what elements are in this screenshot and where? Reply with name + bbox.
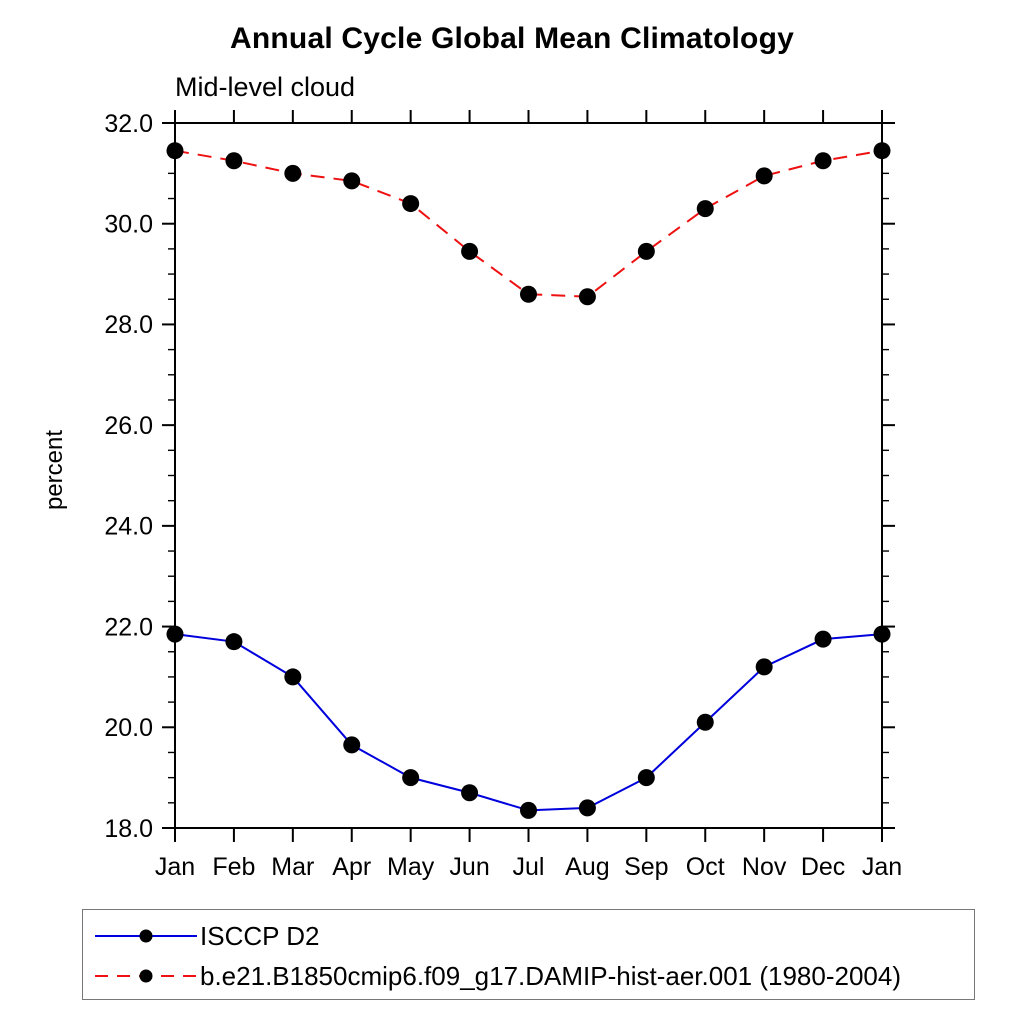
y-tick-label: 30.0 [104, 210, 153, 238]
data-point-s1-4 [402, 195, 420, 213]
series-line-1 [174, 149, 883, 298]
y-tick-label: 18.0 [104, 815, 153, 843]
data-point-s1-12 [873, 142, 891, 160]
chart-title: Annual Cycle Global Mean Climatology [230, 22, 794, 55]
data-point-s0-5 [461, 784, 479, 802]
legend-box: ISCCP D2 b.e21.B1850cmip6.f09_g17.DAMIP-… [82, 909, 975, 1000]
x-tick-label: Mar [271, 853, 314, 881]
x-tick-label: Jan [155, 853, 195, 881]
x-tick-label: Apr [332, 853, 371, 881]
data-point-s0-0 [166, 625, 184, 643]
data-point-s0-4 [402, 769, 420, 787]
plot-frame [174, 122, 883, 829]
legend-marker-dot [139, 969, 153, 983]
legend-marker-dot [139, 929, 153, 943]
data-point-s0-8 [637, 769, 655, 787]
data-point-s1-7 [578, 288, 596, 306]
y-tick-label: 20.0 [104, 714, 153, 742]
data-point-s0-11 [814, 630, 832, 648]
data-point-s0-6 [520, 801, 537, 819]
x-tick-label: Jan [862, 853, 902, 881]
chart-subtitle: Mid-level cloud [175, 72, 356, 102]
x-tick-label: Dec [801, 853, 845, 881]
data-point-s1-6 [520, 285, 537, 303]
data-point-s0-9 [696, 713, 714, 731]
data-point-s0-12 [873, 625, 891, 643]
legend-sample-dashed [95, 969, 197, 983]
data-point-s0-2 [284, 668, 302, 686]
data-point-s1-11 [814, 152, 832, 170]
data-point-s1-0 [166, 142, 184, 160]
y-tick-label: 22.0 [104, 613, 153, 641]
series-line-0 [174, 633, 883, 812]
data-point-s1-2 [284, 164, 302, 182]
data-point-s0-7 [578, 799, 596, 817]
x-tick-label: Nov [742, 853, 787, 881]
data-point-s0-10 [755, 658, 773, 676]
data-point-s1-5 [461, 242, 479, 260]
legend-label-obs: ISCCP D2 [200, 920, 320, 951]
x-tick-label: Jun [449, 853, 489, 881]
legend-item-obs: ISCCP D2 [93, 920, 320, 951]
x-tick-label: May [387, 853, 435, 881]
legend-item-model: b.e21.B1850cmip6.f09_g17.DAMIP-hist-aer.… [93, 960, 901, 991]
data-point-s0-1 [225, 633, 243, 651]
y-tick-label: 26.0 [104, 412, 153, 440]
data-point-s1-1 [225, 152, 243, 170]
x-tick-label: Jul [513, 853, 545, 881]
data-point-s1-10 [755, 167, 773, 185]
legend-sample-solid [95, 929, 197, 943]
x-tick-label: Aug [565, 853, 609, 881]
data-point-s1-3 [343, 172, 361, 190]
x-tick-label: Feb [212, 853, 255, 881]
y-tick-label: 32.0 [104, 110, 153, 138]
legend-label-model: b.e21.B1850cmip6.f09_g17.DAMIP-hist-aer.… [200, 960, 901, 991]
data-point-s0-3 [343, 736, 361, 754]
data-point-s1-9 [696, 200, 714, 218]
y-tick-label: 24.0 [104, 513, 153, 541]
data-point-s1-8 [637, 242, 655, 260]
x-tick-label: Oct [686, 853, 725, 881]
x-tick-label: Sep [624, 853, 668, 881]
y-tick-label: 28.0 [104, 311, 153, 339]
